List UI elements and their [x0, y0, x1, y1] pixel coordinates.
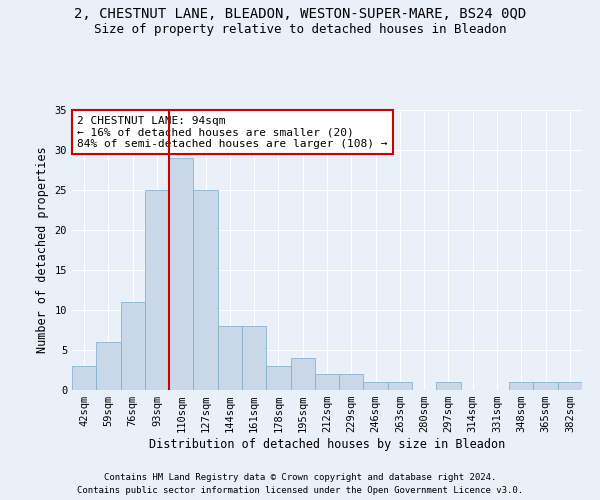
- Bar: [96, 342, 121, 390]
- Text: Size of property relative to detached houses in Bleadon: Size of property relative to detached ho…: [94, 22, 506, 36]
- Bar: [509, 382, 533, 390]
- Y-axis label: Number of detached properties: Number of detached properties: [36, 146, 49, 354]
- Bar: [315, 374, 339, 390]
- Bar: [266, 366, 290, 390]
- X-axis label: Distribution of detached houses by size in Bleadon: Distribution of detached houses by size …: [149, 438, 505, 451]
- Bar: [145, 190, 169, 390]
- Bar: [533, 382, 558, 390]
- Bar: [436, 382, 461, 390]
- Bar: [290, 358, 315, 390]
- Bar: [193, 190, 218, 390]
- Bar: [169, 158, 193, 390]
- Text: 2, CHESTNUT LANE, BLEADON, WESTON-SUPER-MARE, BS24 0QD: 2, CHESTNUT LANE, BLEADON, WESTON-SUPER-…: [74, 8, 526, 22]
- Text: Contains HM Land Registry data © Crown copyright and database right 2024.: Contains HM Land Registry data © Crown c…: [104, 472, 496, 482]
- Bar: [364, 382, 388, 390]
- Bar: [72, 366, 96, 390]
- Bar: [339, 374, 364, 390]
- Bar: [558, 382, 582, 390]
- Bar: [388, 382, 412, 390]
- Bar: [218, 326, 242, 390]
- Text: Contains public sector information licensed under the Open Government Licence v3: Contains public sector information licen…: [77, 486, 523, 495]
- Bar: [121, 302, 145, 390]
- Bar: [242, 326, 266, 390]
- Text: 2 CHESTNUT LANE: 94sqm
← 16% of detached houses are smaller (20)
84% of semi-det: 2 CHESTNUT LANE: 94sqm ← 16% of detached…: [77, 116, 388, 149]
